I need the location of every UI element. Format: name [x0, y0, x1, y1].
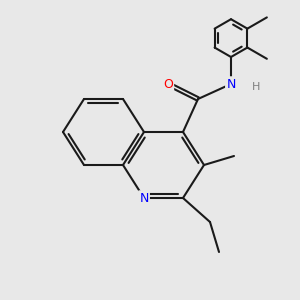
- Text: O: O: [163, 77, 173, 91]
- Text: N: N: [139, 191, 149, 205]
- Text: N: N: [226, 77, 236, 91]
- Text: H: H: [252, 82, 261, 92]
